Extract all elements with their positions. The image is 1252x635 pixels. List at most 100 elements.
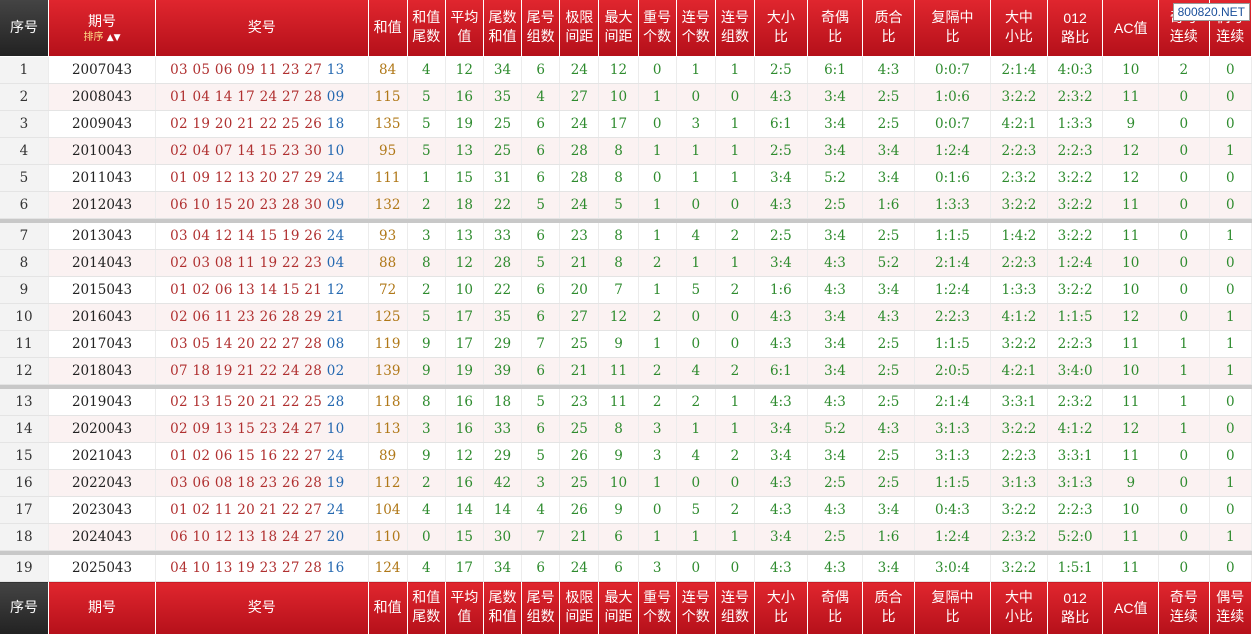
row-tail-sum: 34 <box>483 56 523 84</box>
winning-number: 18 <box>237 475 256 491</box>
row-sum-tail: 2 <box>407 191 446 219</box>
row-tail-groups: 4 <box>521 83 561 111</box>
row-odd-even: 4:3 <box>807 276 864 304</box>
row-sum-tail: 8 <box>407 249 446 277</box>
row-avg: 17 <box>445 330 484 358</box>
header-max-gap: 最大间距 <box>598 0 639 57</box>
winning-number: 13 <box>214 560 233 576</box>
winning-number: 10 <box>192 560 211 576</box>
special-number: 12 <box>326 282 345 298</box>
header-tail-sum: 尾数和值 <box>483 0 523 57</box>
row-sum: 84 <box>368 56 408 84</box>
sort-button[interactable]: 排序 ▲▼ <box>49 32 155 44</box>
row-prime-comp: 5:2 <box>862 249 915 277</box>
winning-number: 14 <box>214 336 233 352</box>
row-prime-comp: 4:3 <box>862 415 915 443</box>
table-row: 16 2022043 03 06 08 18 23 26 28 19 112 2 16 42… <box>0 469 1252 497</box>
row-road012: 3:2:2 <box>1047 276 1104 304</box>
row-avg: 17 <box>445 555 484 582</box>
row-winning-numbers: 04 10 13 19 23 27 28 16 <box>155 555 369 582</box>
winning-number: 11 <box>214 502 233 518</box>
row-road012: 2:2:3 <box>1047 496 1104 524</box>
special-number: 24 <box>326 448 345 464</box>
row-odd-consec: 0 <box>1158 303 1210 331</box>
row-period: 2013043 <box>48 223 157 250</box>
sort-label: 排序 <box>83 31 104 43</box>
row-repeat: 3 <box>638 555 677 582</box>
row-ac: 11 <box>1102 330 1160 358</box>
row-consec: 0 <box>676 83 716 111</box>
row-period: 2023043 <box>48 496 157 524</box>
table-header-row: 序号 期号 排序 ▲▼ 奖号 和值 和值尾数 平均值 尾数和值 尾号组数 极限间… <box>0 0 1252 57</box>
winning-number: 15 <box>214 394 233 410</box>
winning-number: 27 <box>282 89 300 105</box>
winning-number: 02 <box>170 394 188 410</box>
winning-number: 24 <box>282 421 300 437</box>
row-rep-mid: 1:2:4 <box>914 137 992 165</box>
row-max-gap: 9 <box>598 496 639 524</box>
special-number: 21 <box>326 309 345 325</box>
row-ac: 10 <box>1102 357 1160 385</box>
row-prime-comp: 4:3 <box>862 56 915 84</box>
row-even-consec: 0 <box>1209 555 1252 582</box>
winning-number: 16 <box>259 448 278 464</box>
row-sum: 89 <box>368 442 408 470</box>
row-tail-groups: 6 <box>521 110 561 138</box>
table-row: 6 2012043 06 10 15 20 23 28 30 09 132 2 18 22 5… <box>0 191 1252 219</box>
row-consec-groups: 1 <box>715 137 756 165</box>
header-idx: 序号 <box>0 0 49 57</box>
row-road012: 2:3:2 <box>1047 389 1104 416</box>
row-sum-tail: 0 <box>407 523 446 551</box>
row-avg: 15 <box>445 164 484 192</box>
special-number: 16 <box>326 560 345 576</box>
row-odd-even: 5:2 <box>807 164 864 192</box>
row-sum: 113 <box>368 415 408 443</box>
winning-number: 04 <box>192 89 211 105</box>
winning-number: 06 <box>192 475 211 491</box>
winning-number: 14 <box>237 143 256 159</box>
table-row: 3 2009043 02 19 20 21 22 25 26 18 135 5 19 25 6… <box>0 110 1252 138</box>
winning-number: 15 <box>282 282 300 298</box>
special-number: 19 <box>326 475 345 491</box>
row-odd-consec: 0 <box>1158 83 1210 111</box>
row-big-mid-small: 4:2:1 <box>990 357 1048 385</box>
row-period: 2016043 <box>48 303 157 331</box>
row-winning-numbers: 03 05 14 20 22 27 28 08 <box>155 330 369 358</box>
row-winning-numbers: 02 06 11 23 26 28 29 21 <box>155 303 369 331</box>
special-number: 24 <box>326 502 345 518</box>
winning-number: 21 <box>259 502 278 518</box>
row-avg: 16 <box>445 469 484 497</box>
row-tail-sum: 42 <box>483 469 523 497</box>
row-odd-consec: 0 <box>1158 469 1210 497</box>
row-max-gap: 8 <box>598 249 639 277</box>
row-index: 17 <box>0 496 49 524</box>
winning-number: 20 <box>237 197 256 213</box>
row-index: 4 <box>0 137 49 165</box>
row-sum-tail: 2 <box>407 276 446 304</box>
winning-number: 12 <box>214 228 233 244</box>
row-odd-consec: 1 <box>1158 357 1210 385</box>
row-odd-even: 3:4 <box>807 137 864 165</box>
row-max-gap: 10 <box>598 469 639 497</box>
row-tail-groups: 4 <box>521 496 561 524</box>
row-consec-groups: 2 <box>715 276 756 304</box>
winning-number: 13 <box>192 394 211 410</box>
row-tail-sum: 33 <box>483 223 523 250</box>
winning-number: 24 <box>282 363 300 379</box>
row-period: 2008043 <box>48 83 157 111</box>
row-repeat: 1 <box>638 469 677 497</box>
winning-number: 18 <box>192 363 211 379</box>
winning-number: 11 <box>259 62 278 78</box>
row-winning-numbers: 02 13 15 20 21 22 25 28 <box>155 389 369 416</box>
winning-number: 02 <box>170 309 188 325</box>
group-divider <box>0 218 1252 223</box>
row-big-small: 4:3 <box>754 496 808 524</box>
winning-number: 09 <box>237 62 256 78</box>
row-sum-tail: 4 <box>407 555 446 582</box>
winning-number: 04 <box>192 143 211 159</box>
row-ac: 11 <box>1102 191 1160 219</box>
row-even-consec: 0 <box>1209 415 1252 443</box>
header-period[interactable]: 期号 排序 ▲▼ <box>48 0 157 57</box>
row-winning-numbers: 01 04 14 17 24 27 28 09 <box>155 83 369 111</box>
row-repeat: 0 <box>638 496 677 524</box>
